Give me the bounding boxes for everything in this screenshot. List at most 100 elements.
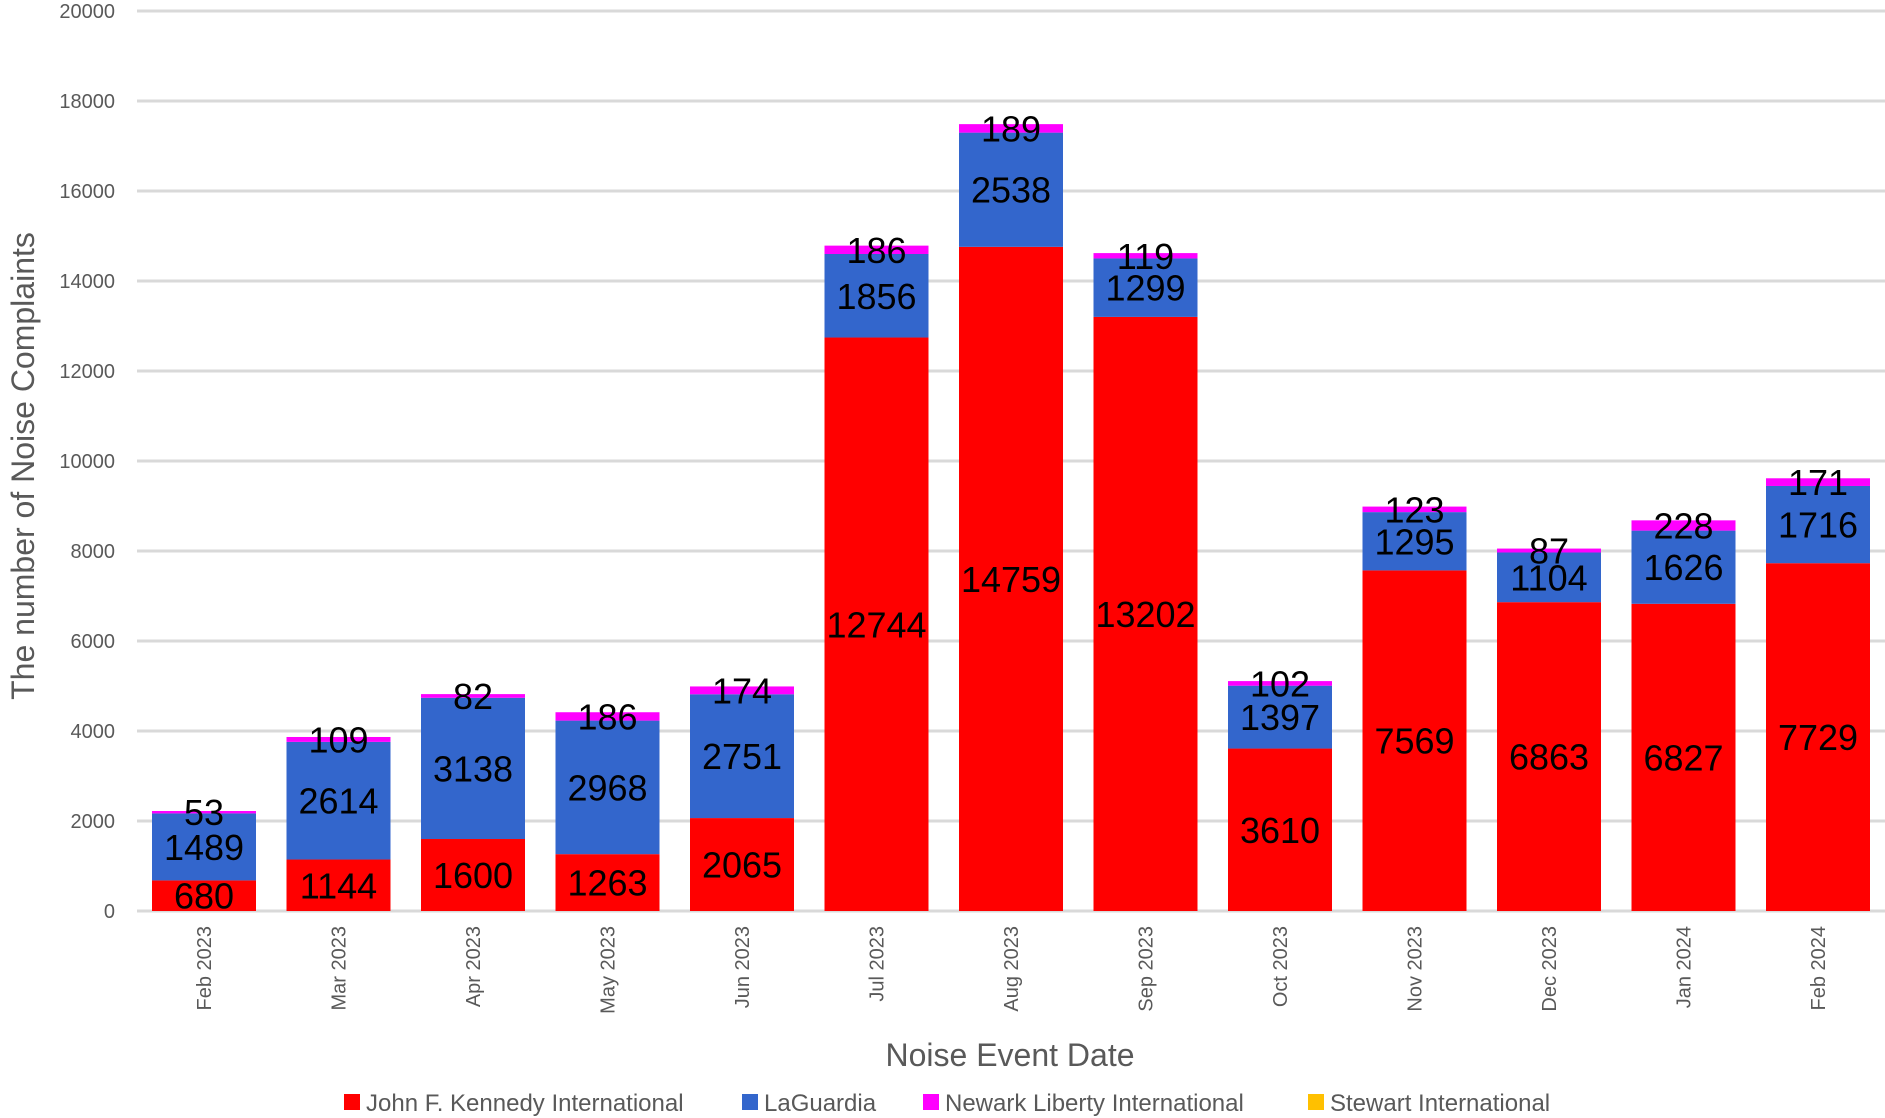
x-tick-label: Jun 2023 — [732, 926, 754, 1008]
bar-segment — [1093, 258, 1198, 317]
legend-swatch — [1308, 1094, 1324, 1110]
data-label: 123 — [1384, 489, 1444, 530]
bar-segment — [152, 813, 256, 881]
data-label: 1397 — [1240, 697, 1320, 738]
bar-segment — [152, 811, 256, 814]
y-tick-label: 4000 — [71, 721, 116, 743]
bar-segment — [1228, 681, 1332, 686]
bar-segment — [690, 818, 794, 911]
data-label: 2065 — [702, 845, 782, 886]
bar-segment — [690, 686, 794, 695]
bar-segment — [1497, 602, 1601, 911]
y-tick-label: 20000 — [59, 1, 115, 23]
y-tick-label: 10000 — [59, 451, 115, 473]
data-label: 6827 — [1643, 737, 1723, 778]
data-label: 7729 — [1778, 717, 1858, 758]
data-label: 3138 — [433, 748, 513, 789]
bar-segment — [1766, 485, 1870, 564]
bar-segment — [824, 245, 929, 254]
y-tick-label: 8000 — [71, 541, 116, 563]
bar-segment — [1362, 512, 1467, 571]
data-label: 109 — [308, 719, 368, 760]
bar-segment — [824, 337, 929, 911]
bar-segment — [421, 697, 525, 839]
bar-segment — [555, 854, 660, 911]
bar-segment — [421, 839, 525, 911]
data-label: 7569 — [1374, 721, 1454, 762]
data-label: 186 — [577, 696, 637, 737]
x-tick-label: Sep 2023 — [1136, 926, 1158, 1012]
bars — [152, 124, 1870, 912]
x-tick-label: Dec 2023 — [1539, 926, 1561, 1012]
y-tick-label: 14000 — [59, 271, 115, 293]
legend-swatch — [742, 1094, 758, 1110]
bar-segment — [152, 880, 256, 911]
bar-segment — [555, 712, 660, 721]
bar-segment — [1228, 748, 1332, 911]
data-label: 1626 — [1643, 547, 1723, 588]
bar-segment — [824, 254, 929, 338]
x-tick-label: Mar 2023 — [329, 926, 351, 1011]
data-label: 82 — [453, 676, 493, 717]
bar-segment — [1362, 570, 1467, 911]
bar-segment — [1766, 478, 1870, 486]
y-tick-label: 12000 — [59, 361, 115, 383]
y-axis-ticks: 0 2000 4000 6000 8000 10000 12000 14000 16000 180… — [59, 1, 115, 923]
data-label: 119 — [1117, 236, 1174, 277]
y-tick-label: 18000 — [59, 91, 115, 113]
bar-segment — [286, 741, 391, 860]
bar-segment — [1362, 506, 1467, 513]
data-label: 1489 — [164, 827, 244, 868]
data-label: 2614 — [298, 781, 378, 822]
y-axis-title: The number of Noise Complaints — [5, 232, 41, 700]
bar-segment — [1497, 548, 1601, 553]
x-axis-title: Noise Event Date — [885, 1037, 1134, 1073]
data-label: 1104 — [1510, 557, 1587, 598]
data-label: 1299 — [1105, 268, 1185, 309]
legend-label: Newark Liberty International — [945, 1090, 1244, 1117]
legend-swatch — [344, 1094, 360, 1110]
bar-segment — [1228, 685, 1332, 749]
data-label: 2968 — [567, 767, 647, 808]
x-tick-label: Jul 2023 — [867, 926, 889, 1002]
bar-segment — [421, 694, 525, 698]
legend-swatch — [923, 1094, 939, 1110]
bar-segment — [1497, 552, 1601, 603]
data-label: 171 — [1788, 462, 1848, 503]
data-label: 1295 — [1374, 521, 1454, 562]
bar-segment — [1093, 253, 1198, 259]
y-tick-label: 2000 — [71, 811, 116, 833]
x-tick-label: Aug 2023 — [1001, 926, 1023, 1012]
data-label: 12744 — [826, 604, 926, 645]
data-label: 13202 — [1095, 594, 1195, 635]
bar-segment — [555, 720, 660, 855]
y-tick-label: 6000 — [71, 631, 116, 653]
data-label: 14759 — [961, 559, 1061, 600]
data-label: 6863 — [1509, 737, 1589, 778]
x-tick-label: Apr 2023 — [463, 926, 485, 1007]
data-label: 2538 — [971, 170, 1051, 211]
data-label: 3610 — [1240, 810, 1320, 851]
bar-segment — [1766, 563, 1870, 911]
data-label: 186 — [846, 230, 906, 271]
bar-segment — [1093, 316, 1198, 911]
bar-segment — [690, 694, 794, 819]
data-label: 1716 — [1778, 505, 1858, 546]
data-label: 102 — [1250, 663, 1310, 704]
data-label: 1144 — [300, 865, 377, 906]
x-tick-label: Feb 2023 — [194, 926, 216, 1011]
bar-segment — [1631, 530, 1736, 604]
bar-segment — [1631, 520, 1736, 531]
legend-label: LaGuardia — [764, 1090, 877, 1117]
x-tick-label: Feb 2024 — [1808, 926, 1830, 1011]
data-label: 1600 — [433, 855, 513, 896]
data-label: 53 — [184, 792, 224, 833]
data-label: 87 — [1529, 531, 1569, 572]
bar-segment — [286, 736, 391, 742]
y-tick-label: 16000 — [59, 181, 115, 203]
x-axis-ticks: Feb 2023 Mar 2023 Apr 2023 May 2023 Jun 2023… — [194, 926, 1830, 1014]
data-label: 1263 — [567, 863, 647, 904]
